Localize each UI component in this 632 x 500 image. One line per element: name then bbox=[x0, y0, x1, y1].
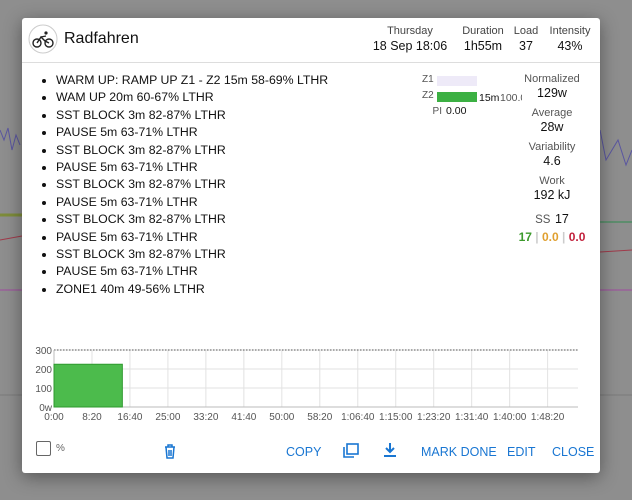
ss-part: 17 bbox=[518, 230, 532, 244]
zone-time: 15m bbox=[479, 92, 500, 104]
field-value: 37 bbox=[519, 39, 533, 53]
stat-label: Normalized bbox=[524, 73, 580, 85]
pi-value: 0.00 bbox=[446, 105, 467, 117]
workout-step: PAUSE 5m 63-71% LTHR bbox=[56, 160, 328, 177]
stat-value: 129w bbox=[537, 86, 567, 100]
zone-percent: 100.0% bbox=[500, 92, 522, 104]
workout-step: SST BLOCK 3m 82-87% LTHR bbox=[56, 108, 328, 125]
ss-part: 0.0 bbox=[541, 230, 559, 244]
field-label: Load bbox=[513, 25, 539, 37]
stat-value: 28w bbox=[540, 120, 564, 134]
copy-button[interactable]: COPY bbox=[286, 445, 322, 459]
field-value: 18 Sep 18:06 bbox=[372, 39, 448, 53]
stat: Average 28w bbox=[507, 107, 597, 134]
x-tick-label: 1:31:40 bbox=[455, 412, 489, 423]
workout-steps: WARM UP: RAMP UP Z1 - Z2 15m 58-69% LTHR… bbox=[38, 73, 328, 299]
ss-value: 17 bbox=[554, 212, 569, 226]
workout-dialog: Radfahren Thursday 18 Sep 18:06 Duration 1… bbox=[22, 18, 600, 473]
x-tick-label: 1:06:40 bbox=[341, 412, 375, 423]
zone-label: Z2 bbox=[422, 90, 434, 101]
stat-value: 192 kJ bbox=[533, 188, 571, 202]
field-label: Intensity bbox=[549, 25, 591, 37]
pi-label: PI bbox=[433, 106, 442, 117]
zone-bar bbox=[437, 92, 477, 102]
date-field: Thursday 18 Sep 18:06 bbox=[370, 25, 450, 53]
edit-button[interactable]: EDIT bbox=[507, 445, 536, 459]
workout-step: SST BLOCK 3m 82-87% LTHR bbox=[56, 177, 328, 194]
power-step bbox=[53, 363, 123, 408]
workout-step: SST BLOCK 3m 82-87% LTHR bbox=[56, 212, 328, 229]
ss-breakdown: 17 | 0.0 | 0.0 bbox=[518, 230, 586, 244]
x-tick-label: 41:40 bbox=[231, 412, 256, 423]
power-chart: 0w 100 200 300 0:00 8:20 16:40 25:00 33:20 41:40 5… bbox=[35, 346, 578, 423]
workout-step: SST BLOCK 3m 82-87% LTHR bbox=[56, 143, 328, 160]
ss-part: 0.0 bbox=[568, 230, 586, 244]
stat-value: 4.6 bbox=[543, 154, 561, 168]
field-label: Duration bbox=[462, 25, 504, 37]
workout-step: SST BLOCK 3m 82-87% LTHR bbox=[56, 247, 328, 264]
delete-button[interactable] bbox=[162, 443, 178, 459]
x-tick-label: 8:20 bbox=[82, 412, 102, 423]
stat: Work 192 kJ bbox=[507, 175, 597, 202]
ss-stat: SS 17 17 | 0.0 | 0.0 bbox=[507, 210, 597, 244]
y-tick-label: 100 bbox=[35, 384, 52, 395]
zone-label: Z1 bbox=[422, 74, 434, 85]
x-tick-label: 50:00 bbox=[269, 412, 294, 423]
intensity-field: Intensity 43% bbox=[544, 25, 596, 53]
x-tick-label: 1:23:20 bbox=[417, 412, 451, 423]
load-field: Load 37 bbox=[510, 25, 542, 53]
x-tick-label: 16:40 bbox=[117, 412, 142, 423]
workout-step: PAUSE 5m 63-71% LTHR bbox=[56, 195, 328, 212]
percent-label: % bbox=[56, 443, 65, 454]
workout-step: WAM UP 20m 60-67% LTHR bbox=[56, 90, 328, 107]
x-tick-label: 1:40:00 bbox=[493, 412, 527, 423]
stat-label: Average bbox=[531, 107, 573, 119]
activity-icon bbox=[28, 24, 58, 54]
x-tick-label: 0:00 bbox=[44, 412, 64, 423]
dialog-header: Radfahren Thursday 18 Sep 18:06 Duration 1… bbox=[22, 18, 600, 63]
stat-label: Variability bbox=[528, 141, 576, 153]
x-tick-label: 25:00 bbox=[155, 412, 180, 423]
y-tick-label: 300 bbox=[35, 346, 52, 357]
duplicate-button[interactable] bbox=[342, 443, 359, 459]
stat: Variability 4.6 bbox=[507, 141, 597, 168]
ss-label: SS bbox=[535, 214, 551, 226]
stat-label: Work bbox=[539, 175, 565, 187]
workout-step: PAUSE 5m 63-71% LTHR bbox=[56, 125, 328, 142]
y-tick-label: 0w bbox=[39, 403, 53, 414]
y-tick-label: 200 bbox=[35, 365, 52, 376]
zone-track bbox=[437, 76, 477, 86]
x-tick-label: 33:20 bbox=[193, 412, 218, 423]
percent-checkbox[interactable] bbox=[36, 441, 51, 456]
duration-field: Duration 1h55m bbox=[458, 25, 508, 53]
field-value: 1h55m bbox=[463, 39, 503, 53]
workout-step: PAUSE 5m 63-71% LTHR bbox=[56, 264, 328, 281]
workout-step: PAUSE 5m 63-71% LTHR bbox=[56, 230, 328, 247]
field-value: 43% bbox=[557, 39, 583, 53]
workout-step: WARM UP: RAMP UP Z1 - Z2 15m 58-69% LTHR bbox=[56, 73, 328, 90]
x-tick-label: 58:20 bbox=[307, 412, 332, 423]
workout-step: ZONE1 40m 49-56% LTHR bbox=[56, 282, 328, 299]
activity-title: Radfahren bbox=[64, 30, 139, 47]
download-button[interactable] bbox=[382, 442, 398, 458]
x-tick-label: 1:15:00 bbox=[379, 412, 413, 423]
stat: Normalized 129w bbox=[507, 73, 597, 100]
field-label: Thursday bbox=[387, 25, 433, 37]
mark-done-button[interactable]: MARK DONE bbox=[421, 445, 497, 459]
close-button[interactable]: CLOSE bbox=[552, 445, 595, 459]
x-tick-label: 1:48:20 bbox=[531, 412, 565, 423]
